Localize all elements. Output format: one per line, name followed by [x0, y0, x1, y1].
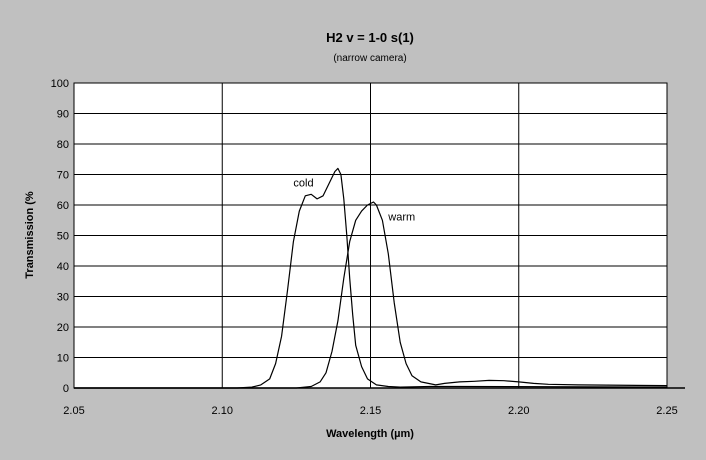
x-tick-label: 2.15 [360, 405, 381, 417]
y-tick-label: 0 [63, 383, 69, 395]
y-tick-label: 100 [51, 78, 69, 90]
series-line-warm [74, 201, 668, 389]
y-tick-label: 90 [57, 109, 69, 121]
x-axis-label: Wavelength (µm) [326, 428, 414, 440]
y-tick-label: 80 [57, 139, 69, 151]
chart-title: H2 v = 1-0 s(1) [326, 30, 414, 45]
x-tick-label: 2.25 [656, 405, 677, 417]
y-tick-label: 10 [57, 353, 69, 365]
y-tick-label: 30 [57, 292, 69, 304]
series-label-cold: cold [293, 178, 313, 190]
y-tick-label: 70 [57, 170, 69, 182]
y-tick-label: 60 [57, 200, 69, 212]
chart-subtitle: (narrow camera) [333, 53, 406, 64]
x-tick-label: 2.20 [508, 405, 529, 417]
series-label-warm: warm [387, 211, 415, 223]
y-tick-label: 50 [57, 231, 69, 243]
series-line-cold [74, 167, 668, 389]
y-tick-label: 40 [57, 261, 69, 273]
y-axis-label: Transmission (% [24, 191, 36, 279]
tick-labels: 0 10 20 30 40 50 60 70 80 90 100 2.05 2.10 2.15 2.20 2.… [51, 78, 678, 417]
series-group: cold warm [74, 167, 668, 389]
y-tick-label: 20 [57, 322, 69, 334]
x-tick-label: 2.05 [63, 405, 84, 417]
x-tick-label: 2.10 [212, 405, 233, 417]
